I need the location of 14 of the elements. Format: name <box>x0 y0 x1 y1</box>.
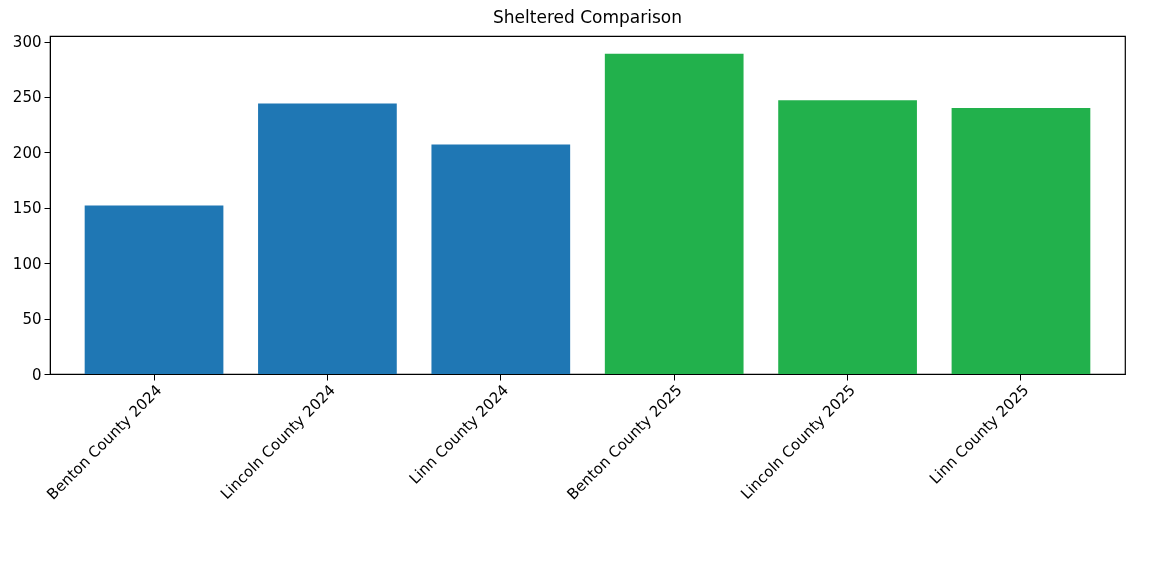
y-tick-label: 50 <box>22 310 42 329</box>
bar <box>604 53 744 374</box>
y-tick-label: 150 <box>12 199 42 218</box>
bar <box>778 100 917 374</box>
bar <box>431 144 571 374</box>
bar <box>84 205 224 374</box>
y-tick-label: 200 <box>12 143 42 162</box>
bar <box>951 108 1091 374</box>
bar <box>258 103 397 374</box>
y-tick-label: 250 <box>12 88 42 107</box>
y-tick-label: 100 <box>12 254 42 273</box>
y-tick-label: 300 <box>12 33 42 52</box>
y-tick-label: 0 <box>31 365 42 384</box>
chart-title: Sheltered Comparison <box>493 6 682 27</box>
